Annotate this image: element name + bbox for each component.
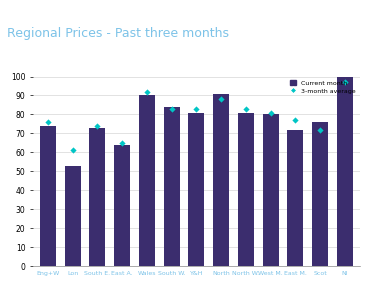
Point	[144, 89, 150, 94]
Point	[218, 97, 224, 102]
Bar	[114, 145, 130, 266]
Text: Regional Breakdown - Prices - Last 3 Months: Regional Breakdown - Prices - Last 3 Mon…	[106, 59, 299, 69]
Bar	[139, 95, 155, 266]
Bar	[262, 114, 279, 266]
Point	[268, 110, 273, 115]
Bar	[287, 130, 304, 266]
Point	[292, 118, 298, 123]
Point	[342, 80, 348, 85]
Bar	[65, 166, 81, 266]
Bar	[40, 126, 56, 266]
Point	[119, 140, 125, 145]
Point	[94, 123, 100, 128]
Point	[169, 106, 175, 111]
Bar	[188, 113, 204, 266]
Bar	[312, 122, 328, 266]
Point	[45, 120, 51, 125]
Point	[317, 127, 323, 132]
Text: Regional Prices - Past three months: Regional Prices - Past three months	[7, 27, 229, 39]
Bar	[238, 113, 254, 266]
Legend: Current month, 3-month average: Current month, 3-month average	[287, 78, 359, 96]
Point	[193, 106, 199, 111]
Bar	[337, 76, 353, 266]
Point	[243, 106, 249, 111]
Text: Net balance, %, SA: Net balance, %, SA	[36, 61, 107, 67]
Bar	[213, 94, 229, 266]
Point	[70, 148, 76, 153]
Bar	[89, 128, 105, 266]
Bar	[164, 107, 179, 266]
